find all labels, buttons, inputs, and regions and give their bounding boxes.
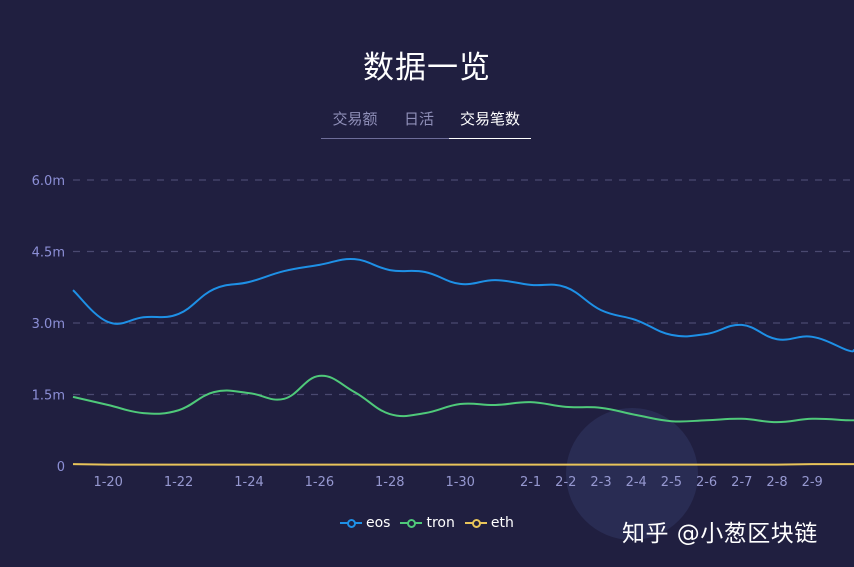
legend-marker-icon	[464, 518, 487, 528]
y-axis-tick-label: 1.5m	[32, 389, 65, 404]
legend-item-eos[interactable]: eos	[340, 515, 390, 531]
x-axis-tick-label: 2-2	[555, 475, 576, 490]
series-line-tron	[72, 374, 854, 424]
x-axis-tick-label: 1-26	[305, 475, 335, 490]
tab-transaction-count[interactable]: 交易笔数	[449, 106, 531, 139]
legend-item-eth[interactable]: eth	[464, 515, 514, 531]
x-axis-tick-label: 2-6	[696, 475, 717, 490]
y-axis-tick-label: 4.5m	[32, 246, 65, 261]
tab-daily-active[interactable]: 日活	[389, 106, 449, 139]
y-axis-tick-label: 0	[57, 460, 65, 475]
legend-marker-icon	[400, 518, 423, 528]
x-axis-tick-label: 2-9	[802, 475, 823, 490]
x-axis-tick-label: 2-1	[520, 475, 541, 490]
x-axis-tick-label: 2-7	[731, 475, 752, 490]
series-line-eth	[72, 463, 854, 466]
x-axis-tick-label: 2-3	[590, 475, 611, 490]
y-axis-tick-label: 3.0m	[32, 317, 65, 332]
chart-legend: eos tron eth	[340, 515, 514, 531]
x-axis-tick-label: 1-30	[445, 475, 475, 490]
legend-label: tron	[426, 515, 455, 531]
watermark-text: 知乎 @小葱区块链	[622, 521, 818, 547]
x-axis-tick-label: 1-28	[375, 475, 405, 490]
x-axis-tick-label: 1-20	[93, 475, 123, 490]
x-axis-tick-label: 2-8	[766, 475, 787, 490]
x-axis-tick-label: 1-24	[234, 475, 264, 490]
watermark-logo-icon	[566, 408, 698, 540]
tab-bar: 交易额 日活 交易笔数	[321, 106, 531, 139]
tab-transaction-amount[interactable]: 交易额	[321, 106, 389, 139]
legend-marker-icon	[340, 518, 362, 528]
series-line-eos	[72, 257, 854, 353]
x-axis-tick-label: 1-22	[164, 475, 194, 490]
x-axis-tick-label: 2-5	[661, 475, 682, 490]
y-axis-tick-label: 6.0m	[32, 174, 65, 189]
page-title: 数据一览	[363, 50, 491, 86]
legend-label: eos	[366, 515, 391, 531]
x-axis-tick-label: 2-4	[626, 475, 647, 490]
legend-label: eth	[490, 515, 514, 531]
legend-item-tron[interactable]: tron	[400, 515, 455, 531]
